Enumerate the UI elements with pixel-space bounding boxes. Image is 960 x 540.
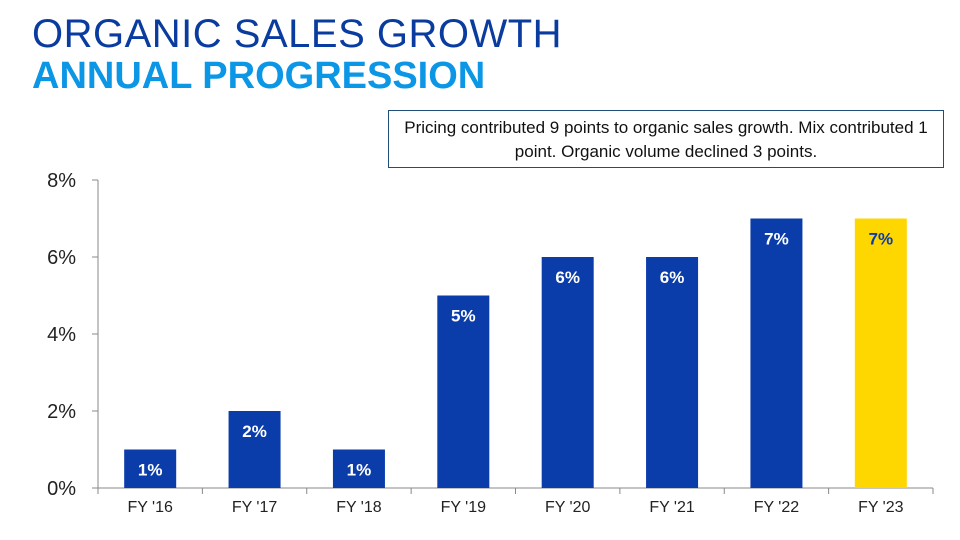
bar-data-label: 5% <box>451 307 476 326</box>
bar <box>228 411 281 488</box>
x-tick-label: FY '19 <box>441 499 487 516</box>
bar-data-label: 2% <box>242 422 267 441</box>
chart-bars <box>124 218 907 488</box>
bar <box>332 449 385 488</box>
x-tick-label: FY '22 <box>754 499 800 516</box>
bar <box>750 218 803 488</box>
bar-data-label: 7% <box>764 230 789 249</box>
page-title: ORGANIC SALES GROWTH <box>32 12 563 56</box>
y-tick-label: 0% <box>47 478 76 500</box>
chart-labels: 1% FY '16 2% FY '17 1% FY '18 5% FY '19 6% FY '20… <box>127 230 903 517</box>
bar-data-label: 6% <box>555 268 580 287</box>
bar <box>646 257 699 488</box>
y-tick-label: 6% <box>47 247 76 269</box>
bar-data-label: 1% <box>138 461 163 480</box>
y-tick-label: 4% <box>47 324 76 346</box>
bar <box>541 257 594 488</box>
y-tick-label: 8% <box>47 170 76 192</box>
bar-data-label: 1% <box>347 461 372 480</box>
bar <box>854 218 907 488</box>
x-tick-label: FY '23 <box>858 499 904 516</box>
bar-data-label: 7% <box>869 230 894 249</box>
page-subtitle: ANNUAL PROGRESSION <box>32 55 486 97</box>
x-tick-label: FY '21 <box>649 499 695 516</box>
x-tick-label: FY '20 <box>545 499 591 516</box>
bar-data-label: 6% <box>660 268 685 287</box>
x-tick-label: FY '18 <box>336 499 382 516</box>
callout-text: Pricing contributed 9 points to organic … <box>404 118 928 161</box>
callout-box: Pricing contributed 9 points to organic … <box>388 110 944 168</box>
x-tick-label: FY '16 <box>127 499 173 516</box>
x-tick-label: FY '17 <box>232 499 278 516</box>
bar <box>124 449 177 488</box>
bar <box>437 295 490 488</box>
y-tick-label: 2% <box>47 401 76 423</box>
